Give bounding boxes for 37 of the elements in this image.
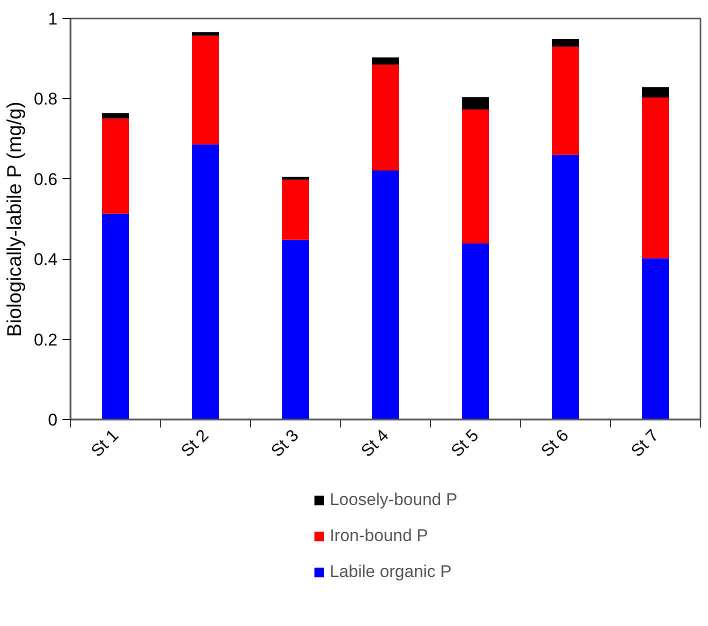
bar (372, 57, 399, 65)
y-tick-label: 0.2 (34, 330, 58, 350)
bar (102, 214, 129, 420)
bar (462, 110, 489, 244)
x-tick-label: St 7 (627, 426, 662, 461)
x-tick-label: St 1 (87, 426, 122, 461)
bar (102, 118, 129, 214)
y-tick-label: 0.6 (34, 170, 58, 189)
legend-label: Loosely-bound P (330, 490, 458, 510)
bar (552, 38, 579, 47)
bar (282, 180, 309, 240)
bar (192, 32, 219, 36)
x-tick-label: St 2 (177, 426, 212, 461)
x-tick-label: St 4 (357, 426, 392, 461)
y-tick-label: 1 (48, 10, 58, 28)
bar (552, 46, 579, 155)
bar (372, 170, 399, 420)
bar (462, 97, 489, 110)
bar (192, 36, 219, 144)
bar (282, 240, 309, 420)
bar (192, 144, 219, 420)
y-tick-label: 0 (48, 410, 58, 430)
x-tick-label: St 5 (447, 426, 482, 461)
x-tick-label: St 3 (267, 426, 302, 461)
bar (642, 258, 669, 420)
bar (552, 154, 579, 420)
y-tick-label: 0.4 (34, 250, 58, 270)
legend-label: Iron-bound P (330, 526, 428, 546)
bar (372, 64, 399, 170)
bar (102, 113, 129, 118)
y-tick-label: 0.8 (34, 90, 58, 109)
bar (462, 243, 489, 420)
legend-label: Labile organic P (330, 562, 452, 582)
x-tick-label: St 6 (537, 426, 572, 461)
bar (642, 87, 669, 98)
y-axis-title: Biologically-labile P (mg/g) (4, 102, 26, 337)
bar (642, 97, 669, 258)
